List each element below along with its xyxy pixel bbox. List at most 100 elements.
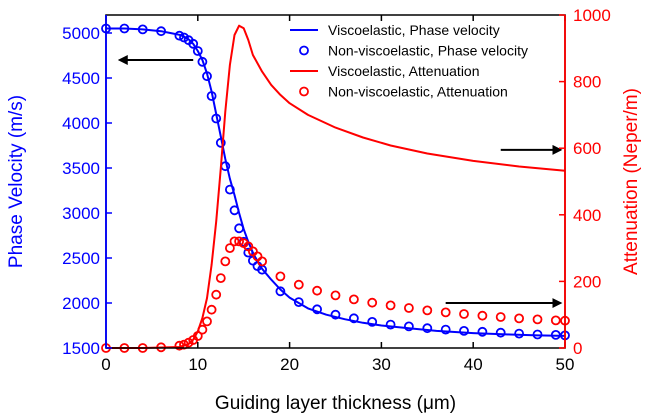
x-tick-label: 40	[464, 355, 483, 374]
data-point	[550, 315, 561, 326]
data-point	[229, 205, 240, 216]
legend-swatch-marker	[299, 86, 309, 97]
data-point	[224, 184, 235, 195]
data-point	[348, 294, 359, 305]
y-left-tick-label: 4500	[62, 69, 100, 88]
data-point	[174, 30, 185, 41]
y-right-tick-label: 0	[573, 339, 582, 358]
data-point	[234, 236, 245, 247]
data-point	[211, 113, 222, 124]
y-right-tick-label: 800	[573, 73, 601, 92]
data-point	[202, 316, 212, 327]
data-point	[312, 304, 323, 315]
legend-swatch-marker	[299, 45, 309, 56]
data-point	[403, 321, 414, 332]
data-point	[137, 24, 148, 35]
data-point	[275, 271, 286, 282]
data-point	[367, 297, 378, 308]
series-line-viscoelastic-phase-velocity	[106, 27, 566, 337]
data-point	[403, 303, 414, 313]
y-left-tick-label: 1500	[62, 339, 100, 358]
data-point	[234, 223, 245, 234]
x-tick-label: 0	[101, 355, 110, 374]
data-point	[385, 300, 396, 311]
x-axis-title: Guiding layer thickness (μm)	[215, 393, 456, 414]
y-axis-left-title: Phase Velocity (m/s)	[6, 95, 27, 268]
data-point	[422, 323, 433, 334]
data-point	[330, 309, 341, 320]
legend-item-non-viscoelastic-attenuation: Non-viscoelastic, Attenuation	[299, 84, 508, 100]
data-point	[422, 305, 433, 316]
y-right-tick-label: 200	[573, 272, 601, 291]
y-left-tick-label: 3500	[62, 159, 100, 178]
y-left-tick-label: 2500	[62, 249, 100, 268]
series-layer	[101, 23, 570, 353]
y-right-tick-label: 600	[573, 139, 601, 158]
plot-area	[106, 15, 565, 348]
data-point	[330, 290, 341, 301]
data-point	[348, 313, 359, 324]
data-point	[174, 340, 185, 351]
data-point	[215, 137, 226, 148]
x-tick-label: 10	[188, 355, 207, 374]
y-right-tick-label: 1000	[573, 6, 611, 25]
data-point	[206, 91, 217, 101]
data-point	[197, 324, 208, 335]
data-point	[477, 310, 488, 321]
y-left-tick-label: 2000	[62, 294, 100, 313]
data-point	[257, 256, 268, 267]
legend-label: Viscoelastic, Attenuation	[328, 63, 480, 79]
data-point	[275, 286, 286, 297]
data-point	[293, 297, 304, 308]
data-point	[211, 289, 222, 300]
series-viscoelastic-phase-velocity	[106, 27, 566, 337]
data-point	[477, 326, 488, 337]
annotation-layer	[117, 55, 563, 309]
data-point	[440, 307, 451, 318]
legend-label: Non-viscoelastic, Attenuation	[328, 84, 508, 100]
legend-label: Non-viscoelastic, Phase velocity	[328, 43, 528, 59]
legend-item-viscoelastic-phase-velocity: Viscoelastic, Phase velocity	[290, 22, 500, 38]
y-left-tick-label: 5000	[62, 24, 100, 43]
data-point	[192, 331, 203, 341]
data-point	[495, 327, 506, 338]
data-point	[206, 304, 217, 315]
data-point	[550, 329, 561, 340]
data-point	[459, 325, 469, 336]
data-point	[532, 329, 543, 340]
data-point	[156, 26, 167, 37]
data-point	[220, 256, 231, 267]
data-point	[495, 312, 506, 322]
x-tick-label: 50	[556, 355, 575, 374]
data-point	[514, 328, 524, 339]
x-tick-label: 20	[280, 355, 299, 374]
data-point	[197, 56, 208, 67]
data-point	[459, 309, 469, 319]
data-point	[514, 313, 524, 324]
legend-item-viscoelastic-attenuation: Viscoelastic, Attenuation	[290, 63, 480, 79]
y-left-tick-label: 4000	[62, 114, 100, 133]
data-point	[224, 243, 235, 254]
data-point	[215, 273, 226, 284]
y-right-tick-label: 400	[573, 206, 601, 225]
data-point	[202, 71, 212, 82]
data-point	[532, 314, 543, 325]
y-left-tick-label: 3000	[62, 204, 100, 223]
y-axis-right-title: Attenuation (Neper/m)	[621, 88, 642, 275]
data-point	[367, 316, 378, 327]
data-point	[229, 236, 240, 247]
legend-item-non-viscoelastic-phase-velocity: Non-viscoelastic, Phase velocity	[299, 43, 528, 59]
data-point	[188, 38, 199, 49]
legend: Viscoelastic, Phase velocity Non-viscoela…	[290, 22, 528, 100]
legend-label: Viscoelastic, Phase velocity	[328, 22, 500, 38]
data-point	[192, 46, 203, 56]
data-point	[385, 319, 396, 330]
data-point	[119, 23, 130, 34]
data-point	[243, 247, 254, 258]
data-point	[312, 285, 323, 296]
data-point	[440, 324, 451, 335]
data-point	[293, 279, 304, 290]
x-tick-label: 30	[372, 355, 391, 374]
axis-layer: 0 10 20 30 40 5015002000250030003500400045005…	[62, 6, 611, 374]
